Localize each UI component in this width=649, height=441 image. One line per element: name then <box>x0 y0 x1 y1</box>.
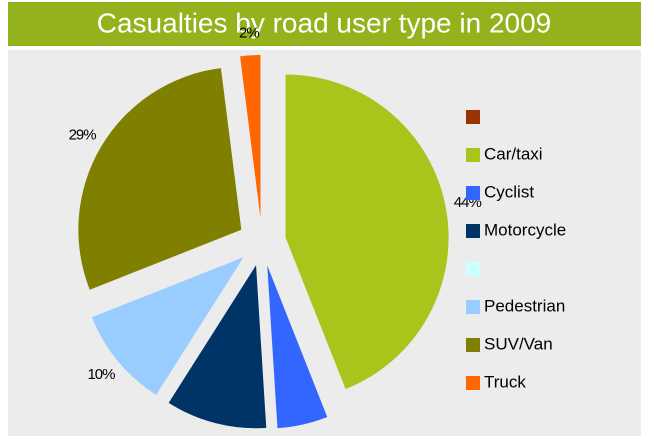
pie-slice <box>267 265 328 429</box>
legend-swatch <box>466 262 480 276</box>
pie-slice <box>91 257 244 395</box>
legend-label: Cyclist <box>484 182 534 201</box>
pie-slice <box>168 265 267 429</box>
legend-label: Truck <box>484 372 526 391</box>
legend-label: Pedestrian <box>484 296 565 315</box>
legend-swatch <box>466 300 480 314</box>
legend-label: Motorcycle <box>484 220 566 239</box>
legend-swatch <box>466 186 480 200</box>
data-label: 2% <box>239 24 259 41</box>
chart-title: Casualties by road user type in 2009 <box>97 7 552 38</box>
legend-swatch <box>466 338 480 352</box>
pie-slice <box>78 68 242 290</box>
legend-label: Car/taxi <box>484 144 543 163</box>
pie-slice <box>240 55 261 219</box>
data-label: 29% <box>69 127 97 144</box>
title-band <box>8 2 641 46</box>
pie-slice <box>161 262 250 400</box>
pie-slice <box>285 74 449 390</box>
legend-swatch <box>466 224 480 238</box>
legend-label: SUV/Van <box>484 334 553 353</box>
legend-swatch <box>466 148 480 162</box>
legend-swatch <box>466 110 480 124</box>
legend-swatch <box>466 376 480 390</box>
data-label: 10% <box>87 366 115 383</box>
